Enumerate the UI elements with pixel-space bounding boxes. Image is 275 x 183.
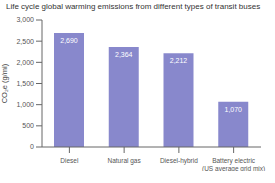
svg-text:CO₂e (g/mi): CO₂e (g/mi): [0, 63, 9, 103]
svg-text:Natural gas: Natural gas: [108, 157, 142, 165]
svg-text:1,500: 1,500: [16, 80, 34, 87]
svg-text:2,500: 2,500: [16, 38, 34, 45]
svg-text:2,000: 2,000: [16, 59, 34, 66]
svg-text:2,364: 2,364: [115, 51, 133, 58]
html-text:Life cycle global warming emis: Life cycle global warming emissions from…: [6, 2, 261, 11]
svg-text:2,690: 2,690: [60, 37, 78, 44]
svg-text:2,212: 2,212: [170, 57, 188, 64]
svg-text:1,070: 1,070: [224, 106, 242, 113]
svg-text:Diesel: Diesel: [60, 157, 79, 164]
svg-text:Battery electric(US average gr: Battery electric(US average grid mix): [202, 157, 265, 171]
svg-text:500: 500: [22, 122, 34, 129]
svg-text:0: 0: [30, 143, 34, 150]
svg-text:3,000: 3,000: [16, 16, 34, 23]
svg-text:1,000: 1,000: [16, 101, 34, 108]
svg-text:Diesel-hybrid: Diesel-hybrid: [160, 157, 198, 165]
